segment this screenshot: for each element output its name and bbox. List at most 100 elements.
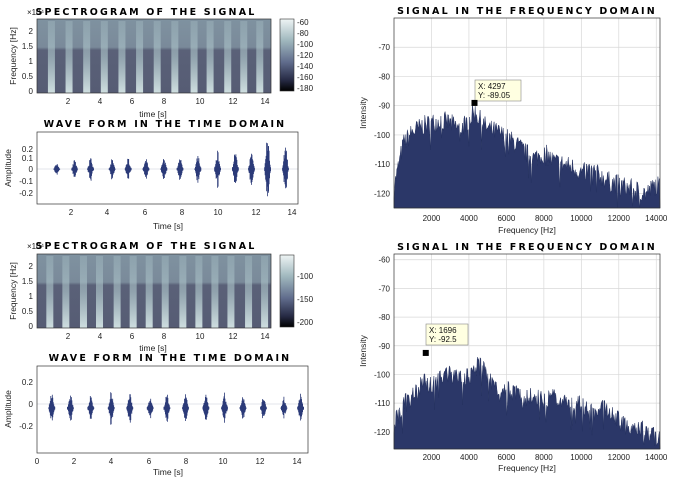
spec1-colorbar-ticks: -60 -80 -100 -120 -140 -160 -180 xyxy=(297,18,314,93)
wave2-xlabel: Time [s] xyxy=(153,467,183,477)
spectrogram-burst xyxy=(161,256,169,328)
spectrogram-burst xyxy=(79,256,87,328)
spectrogram-burst xyxy=(46,256,54,328)
spec1-colorbar xyxy=(279,18,295,92)
waveform-burst xyxy=(146,398,154,419)
wave2-xtick: 0 xyxy=(35,457,40,466)
spec2-heatmap-background xyxy=(37,254,271,328)
spec2-xtick: 4 xyxy=(98,332,103,341)
freq1-datatip-x: X: 4297 xyxy=(478,82,506,91)
freq1-ylabel: Intensity xyxy=(358,96,368,128)
spectrogram-burst xyxy=(47,21,55,93)
freq2-ytick: -90 xyxy=(378,342,390,351)
wave1-ytick: 0.2 xyxy=(22,145,34,154)
freq2-datatip[interactable]: X: 1696 Y: -92.5 xyxy=(422,323,469,356)
spectrogram-burst xyxy=(83,21,91,93)
wave2-ytick: -0.2 xyxy=(19,422,33,431)
spectrogram-burst xyxy=(153,21,161,93)
spec2-xlabel: time [s] xyxy=(139,343,166,353)
freq2-datatip-marker[interactable] xyxy=(422,349,429,356)
spec1-colorbar-tick: -160 xyxy=(297,73,314,82)
spec2-xtick: 14 xyxy=(261,332,270,341)
waveform-burst xyxy=(248,153,255,185)
wave2-axes-frame xyxy=(36,365,309,454)
spec2-colorbar-tick: -200 xyxy=(297,318,314,327)
frequency-domain-2: SIGNAL IN THE FREQUENCY DOMAIN 2000 4000… xyxy=(358,242,668,473)
wave1-ytick: -0.1 xyxy=(19,177,33,186)
freq1-datatip-marker[interactable] xyxy=(471,99,478,106)
spectrogram-burst xyxy=(113,256,121,328)
waveform-burst xyxy=(67,395,74,421)
wave1-title: WAVE FORM IN THE TIME DOMAIN xyxy=(44,119,287,130)
waveform-burst xyxy=(176,159,184,180)
spec1-xtick: 6 xyxy=(130,97,135,106)
waveform-burst xyxy=(280,396,288,419)
wave1-ytick: -0.2 xyxy=(19,189,33,198)
freq1-ytick: -70 xyxy=(378,43,390,52)
spectrogram-burst xyxy=(227,256,235,328)
wave1-ytick: 0.1 xyxy=(22,154,34,163)
wave1-xtick: 12 xyxy=(252,208,261,217)
spec1-xticks: 2 4 6 8 10 12 14 xyxy=(66,97,270,106)
freq2-datatip-y: Y: -92.5 xyxy=(429,335,457,344)
waveform-burst xyxy=(163,394,171,422)
waveform-burst xyxy=(260,399,267,419)
spec2-ytick: 1 xyxy=(29,292,34,301)
spec2-ytick: 1.5 xyxy=(22,277,34,286)
spec2-xtick: 8 xyxy=(162,332,167,341)
wave1-xticks: 2 4 6 8 10 12 14 xyxy=(69,208,297,217)
freq1-ytick: -80 xyxy=(378,72,390,81)
waveform-burst xyxy=(264,142,271,197)
spec2-title: SPECTROGRAM OF THE SIGNAL xyxy=(36,241,257,252)
wave2-bursts xyxy=(48,392,304,425)
freq2-spectrum-area xyxy=(393,356,661,450)
freq1-datatip[interactable]: X: 4297 Y: -89.05 xyxy=(471,79,522,106)
wave2-ytick: 0.2 xyxy=(22,378,34,387)
spectrogram-burst xyxy=(195,256,203,328)
wave1-xlabel: Time [s] xyxy=(153,221,183,231)
wave2-ytick: 0 xyxy=(29,400,34,409)
wave1-xtick: 2 xyxy=(69,208,74,217)
freq2-ytick: -120 xyxy=(374,428,391,437)
wave1-bursts xyxy=(53,142,289,197)
wave2-ylabel: Amplitude xyxy=(3,390,13,428)
spec1-ylabel: Frequency [Hz] xyxy=(8,27,18,85)
freq1-title: SIGNAL IN THE FREQUENCY DOMAIN xyxy=(397,6,657,17)
spectrogram-burst xyxy=(261,256,269,328)
freq2-xtick: 4000 xyxy=(460,453,478,462)
freq2-ytick: -70 xyxy=(378,284,390,293)
spectrogram-burst xyxy=(100,21,108,93)
freq1-ytick: -120 xyxy=(374,189,391,198)
wave1-xtick: 8 xyxy=(180,208,185,217)
wave1-xtick: 6 xyxy=(143,208,148,217)
waveform-burst xyxy=(142,159,150,179)
spec1-ytick: 0 xyxy=(29,87,34,96)
wave1-xtick: 14 xyxy=(288,208,297,217)
waveform-burst xyxy=(124,158,132,179)
freq1-datatip-box xyxy=(474,79,522,102)
wave2-xtick: 2 xyxy=(72,457,77,466)
freq2-datatip-box xyxy=(425,323,469,346)
spec1-xtick: 14 xyxy=(261,97,270,106)
freq2-axes-frame xyxy=(393,253,661,450)
freq1-ytick: -110 xyxy=(375,160,391,169)
waveform-burst xyxy=(221,392,228,423)
spec1-colorbar-tick: -120 xyxy=(297,51,314,60)
wave2-xtick: 10 xyxy=(219,457,228,466)
wave1-xtick: 10 xyxy=(214,208,223,217)
spec2-axes-frame xyxy=(36,253,272,329)
wave2-title: WAVE FORM IN THE TIME DOMAIN xyxy=(49,353,292,364)
waveform-burst xyxy=(126,394,134,423)
spec1-axes-frame xyxy=(36,18,272,94)
spectrogram-burst xyxy=(179,256,187,328)
spec1-xtick: 12 xyxy=(229,97,238,106)
freq1-xtick: 10000 xyxy=(570,214,593,223)
freq1-axes-frame xyxy=(393,17,661,209)
waveform-2: WAVE FORM IN THE TIME DOMAIN 0 2 4 6 8 1… xyxy=(3,353,309,477)
spec2-colorbar xyxy=(279,254,295,328)
spec2-ylabel: Frequency [Hz] xyxy=(8,262,18,320)
waveform-burst xyxy=(160,159,168,179)
spec2-ytick: 0 xyxy=(29,322,34,331)
spectrogram-burst xyxy=(245,256,253,328)
spectrogram-burst xyxy=(129,256,137,328)
